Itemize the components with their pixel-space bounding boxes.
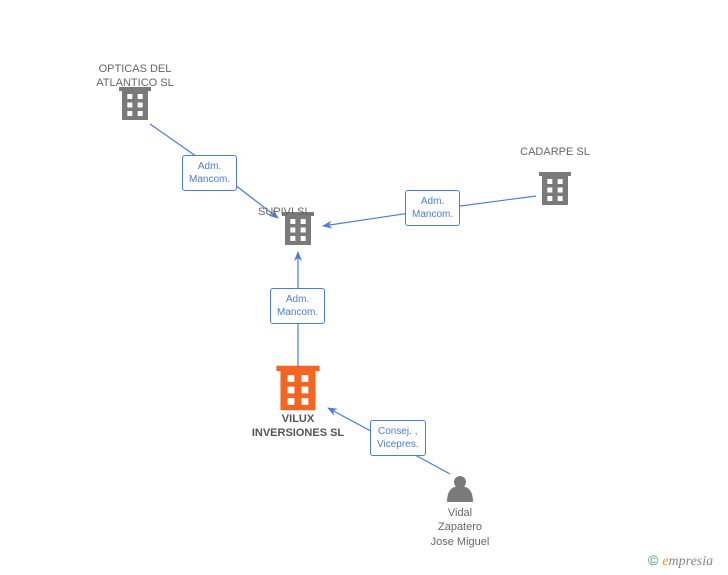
person-icon xyxy=(447,476,473,502)
edge-label-vidal_vilux: Consej. , Vicepres. xyxy=(370,420,426,456)
edge-label-opticas_supivi: Adm. Mancom. xyxy=(182,155,237,191)
node-label-vidal: Vidal Zapatero Jose Miguel xyxy=(420,506,500,549)
node-label-opticas: OPTICAS DEL ATLANTICO SL xyxy=(80,62,190,91)
company-icon xyxy=(539,172,571,205)
node-label-vilux: VILUX INVERSIONES SL xyxy=(230,412,366,441)
edge-label-cadarpe_supivi: Adm. Mancom. xyxy=(405,190,460,226)
company-icon xyxy=(119,87,151,120)
copyright-symbol: © xyxy=(648,552,658,568)
node-label-supivi: SUPIVI SL xyxy=(258,205,318,219)
node-label-cadarpe: CADARPE SL xyxy=(510,145,600,159)
watermark-rest: mpresia xyxy=(669,554,714,569)
watermark: ©empresia xyxy=(648,552,713,570)
company-icon xyxy=(276,366,319,411)
edge-label-vilux_supivi: Adm. Mancom. xyxy=(270,288,325,324)
